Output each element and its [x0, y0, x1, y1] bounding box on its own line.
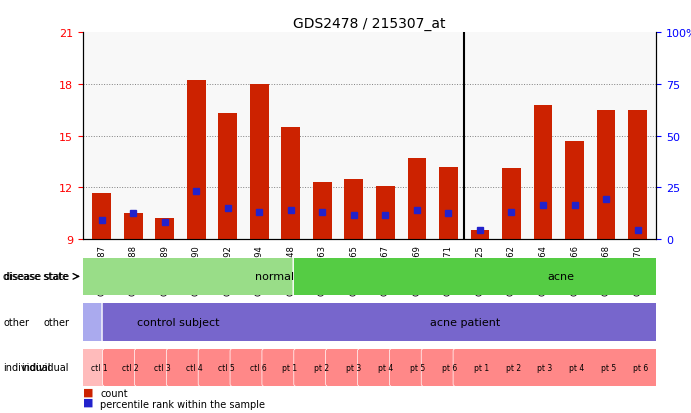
Text: normal: normal — [254, 272, 294, 282]
Bar — [596, 111, 616, 240]
Text: ■: ■ — [83, 387, 93, 396]
Text: ctl 3: ctl 3 — [154, 363, 171, 372]
Text: pt 2: pt 2 — [314, 363, 330, 372]
Title: GDS2478 / 215307_at: GDS2478 / 215307_at — [294, 17, 446, 31]
Text: pt 3: pt 3 — [538, 363, 553, 372]
FancyBboxPatch shape — [453, 339, 691, 396]
Text: pt 5: pt 5 — [601, 363, 616, 372]
FancyBboxPatch shape — [102, 339, 477, 396]
Bar — [187, 81, 206, 240]
Bar — [471, 231, 489, 240]
Text: ctl 2: ctl 2 — [122, 363, 139, 372]
Bar — [93, 193, 111, 240]
FancyBboxPatch shape — [135, 339, 509, 396]
FancyBboxPatch shape — [294, 339, 669, 396]
Text: ctl 5: ctl 5 — [218, 363, 235, 372]
FancyBboxPatch shape — [357, 339, 691, 396]
Text: pt 6: pt 6 — [633, 363, 648, 372]
Text: ctl 6: ctl 6 — [249, 363, 267, 372]
FancyBboxPatch shape — [0, 339, 350, 396]
FancyBboxPatch shape — [0, 339, 318, 396]
Text: acne patient: acne patient — [430, 317, 500, 327]
FancyBboxPatch shape — [167, 339, 541, 396]
Text: individual: individual — [3, 363, 51, 373]
Text: acne: acne — [547, 272, 574, 282]
Bar — [502, 169, 521, 240]
Text: ■: ■ — [83, 397, 93, 407]
Text: control subject: control subject — [138, 317, 220, 327]
FancyBboxPatch shape — [0, 339, 286, 396]
FancyBboxPatch shape — [70, 339, 446, 396]
Text: pt 4: pt 4 — [569, 363, 585, 372]
Text: ctl 4: ctl 4 — [186, 363, 203, 372]
Bar — [124, 214, 143, 240]
Text: pt 6: pt 6 — [442, 363, 457, 372]
Text: individual: individual — [21, 363, 69, 373]
Text: disease state: disease state — [3, 272, 68, 282]
Bar — [345, 179, 363, 240]
Text: pt 2: pt 2 — [506, 363, 520, 372]
FancyBboxPatch shape — [102, 292, 691, 352]
Bar — [218, 114, 237, 240]
FancyBboxPatch shape — [262, 339, 637, 396]
Text: other: other — [43, 317, 69, 327]
FancyBboxPatch shape — [389, 339, 691, 396]
Text: pt 5: pt 5 — [410, 363, 425, 372]
Bar — [565, 142, 584, 240]
Bar — [376, 186, 395, 240]
Bar — [155, 219, 174, 240]
Text: other: other — [3, 317, 30, 327]
FancyBboxPatch shape — [0, 292, 446, 352]
FancyBboxPatch shape — [230, 339, 605, 396]
FancyBboxPatch shape — [0, 247, 637, 306]
FancyBboxPatch shape — [39, 339, 414, 396]
Bar — [313, 183, 332, 240]
Bar — [250, 85, 269, 240]
Bar — [439, 167, 458, 240]
FancyBboxPatch shape — [293, 247, 691, 306]
Text: pt 3: pt 3 — [346, 363, 361, 372]
Text: ctl 1: ctl 1 — [91, 363, 107, 372]
Bar — [533, 105, 553, 240]
FancyBboxPatch shape — [422, 339, 691, 396]
FancyBboxPatch shape — [7, 339, 382, 396]
Text: disease state: disease state — [4, 272, 69, 282]
Text: percentile rank within the sample: percentile rank within the sample — [100, 399, 265, 409]
Text: count: count — [100, 389, 128, 399]
Text: pt 4: pt 4 — [378, 363, 393, 372]
Text: pt 1: pt 1 — [283, 363, 298, 372]
FancyBboxPatch shape — [198, 339, 573, 396]
Text: pt 1: pt 1 — [473, 363, 489, 372]
Bar — [628, 111, 647, 240]
FancyBboxPatch shape — [325, 339, 691, 396]
Bar — [281, 128, 301, 240]
Bar — [408, 159, 426, 240]
